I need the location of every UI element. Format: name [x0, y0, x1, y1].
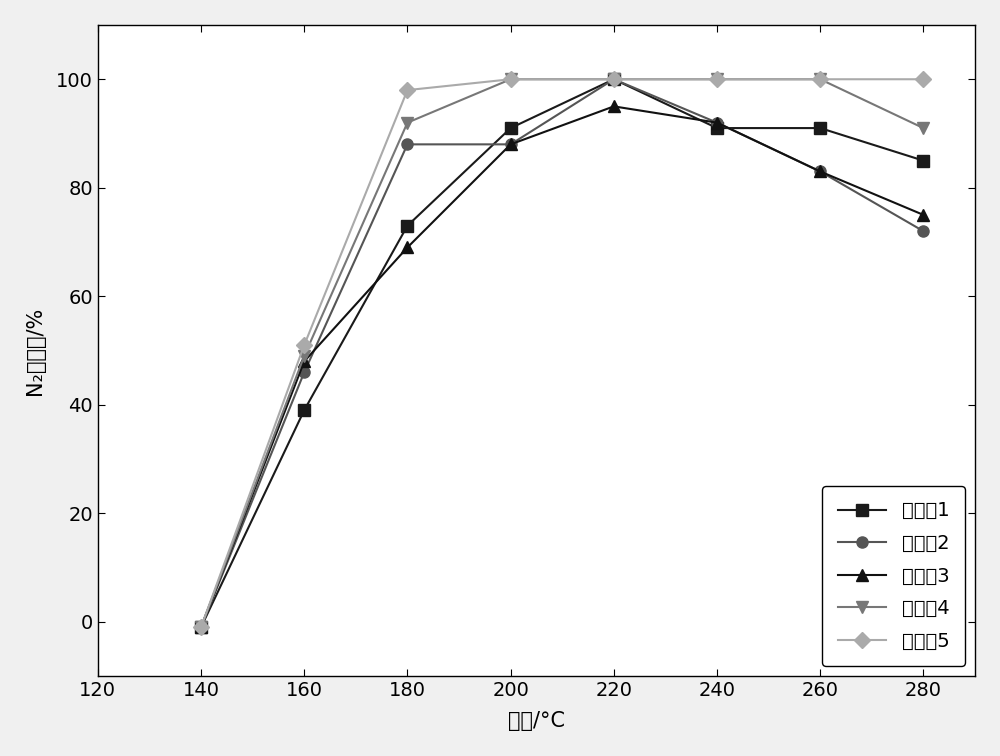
实施例3	[608, 102, 620, 111]
实施例3	[401, 243, 413, 252]
实施例5	[917, 75, 929, 84]
实施例1	[298, 406, 310, 415]
实施例2	[711, 118, 723, 127]
实施例3	[917, 210, 929, 219]
实施例3	[814, 167, 826, 176]
实施例2	[814, 167, 826, 176]
实施例1	[195, 623, 207, 632]
Line: 实施例4: 实施例4	[195, 73, 929, 633]
实施例5	[298, 340, 310, 349]
Line: 实施例2: 实施例2	[195, 73, 929, 633]
实施例5	[401, 85, 413, 94]
实施例4	[711, 75, 723, 84]
实施例3	[298, 357, 310, 366]
实施例5	[814, 75, 826, 84]
实施例2	[505, 140, 517, 149]
实施例5	[195, 623, 207, 632]
实施例2	[298, 367, 310, 376]
实施例1	[505, 123, 517, 132]
实施例2	[917, 227, 929, 236]
Y-axis label: N₂选择性/%: N₂选择性/%	[25, 306, 45, 395]
实施例4	[505, 75, 517, 84]
X-axis label: 温度/°C: 温度/°C	[508, 711, 565, 731]
Line: 实施例1: 实施例1	[195, 73, 929, 633]
实施例5	[711, 75, 723, 84]
实施例4	[195, 623, 207, 632]
实施例4	[917, 123, 929, 132]
实施例2	[608, 75, 620, 84]
实施例4	[401, 118, 413, 127]
实施例4	[298, 352, 310, 361]
Line: 实施例3: 实施例3	[195, 101, 929, 633]
Line: 实施例5: 实施例5	[195, 73, 929, 633]
实施例2	[195, 623, 207, 632]
实施例4	[814, 75, 826, 84]
实施例3	[195, 623, 207, 632]
Legend: 实施例1, 实施例2, 实施例3, 实施例4, 实施例5: 实施例1, 实施例2, 实施例3, 实施例4, 实施例5	[822, 486, 965, 666]
实施例2	[401, 140, 413, 149]
实施例1	[917, 156, 929, 165]
实施例3	[505, 140, 517, 149]
实施例5	[505, 75, 517, 84]
实施例4	[608, 75, 620, 84]
实施例1	[711, 123, 723, 132]
实施例3	[711, 118, 723, 127]
实施例1	[401, 222, 413, 231]
实施例1	[608, 75, 620, 84]
实施例1	[814, 123, 826, 132]
实施例5	[608, 75, 620, 84]
